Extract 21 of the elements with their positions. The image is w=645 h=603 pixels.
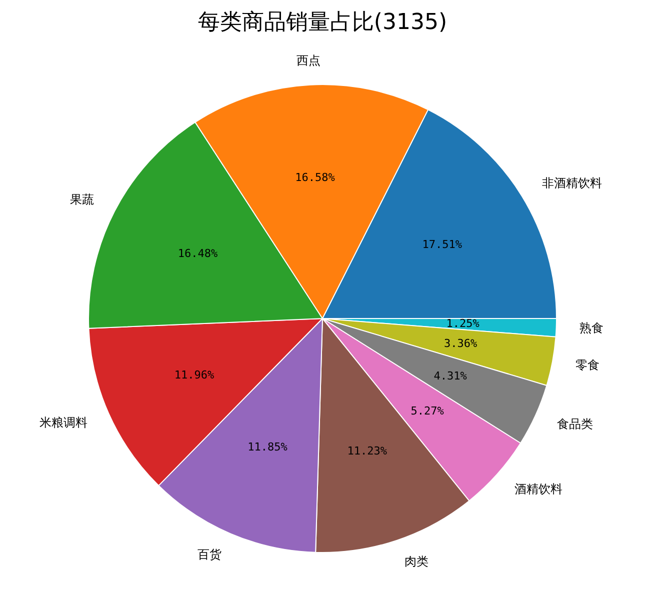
slice-label: 百货 [198, 547, 222, 562]
data-label: 11.96% [174, 368, 214, 382]
data-label: 3.36% [444, 337, 478, 350]
chart-title: 每类商品销量占比(3135) [196, 9, 448, 37]
data-label: 1.25% [446, 316, 480, 330]
data-label: 16.58% [295, 171, 336, 184]
data-label: 16.48% [178, 246, 218, 260]
slice-label: 西点 [296, 54, 321, 68]
slice-label: 果蔬 [70, 192, 94, 207]
slice-label: 零食 [576, 358, 600, 372]
slice-label: 熟食 [580, 320, 604, 335]
slice-label: 非酒精饮料 [542, 176, 602, 190]
slice-label: 米粮调料 [39, 415, 88, 430]
slice-label: 肉类 [404, 554, 428, 569]
data-label: 11.85% [248, 440, 288, 454]
data-label: 17.51% [422, 238, 462, 251]
data-label: 11.23% [347, 444, 388, 458]
slice-label: 食品类 [556, 416, 593, 431]
data-label: 5.27% [410, 404, 444, 418]
slice-label: 酒精饮料 [514, 482, 563, 496]
data-label: 4.31% [434, 369, 468, 382]
